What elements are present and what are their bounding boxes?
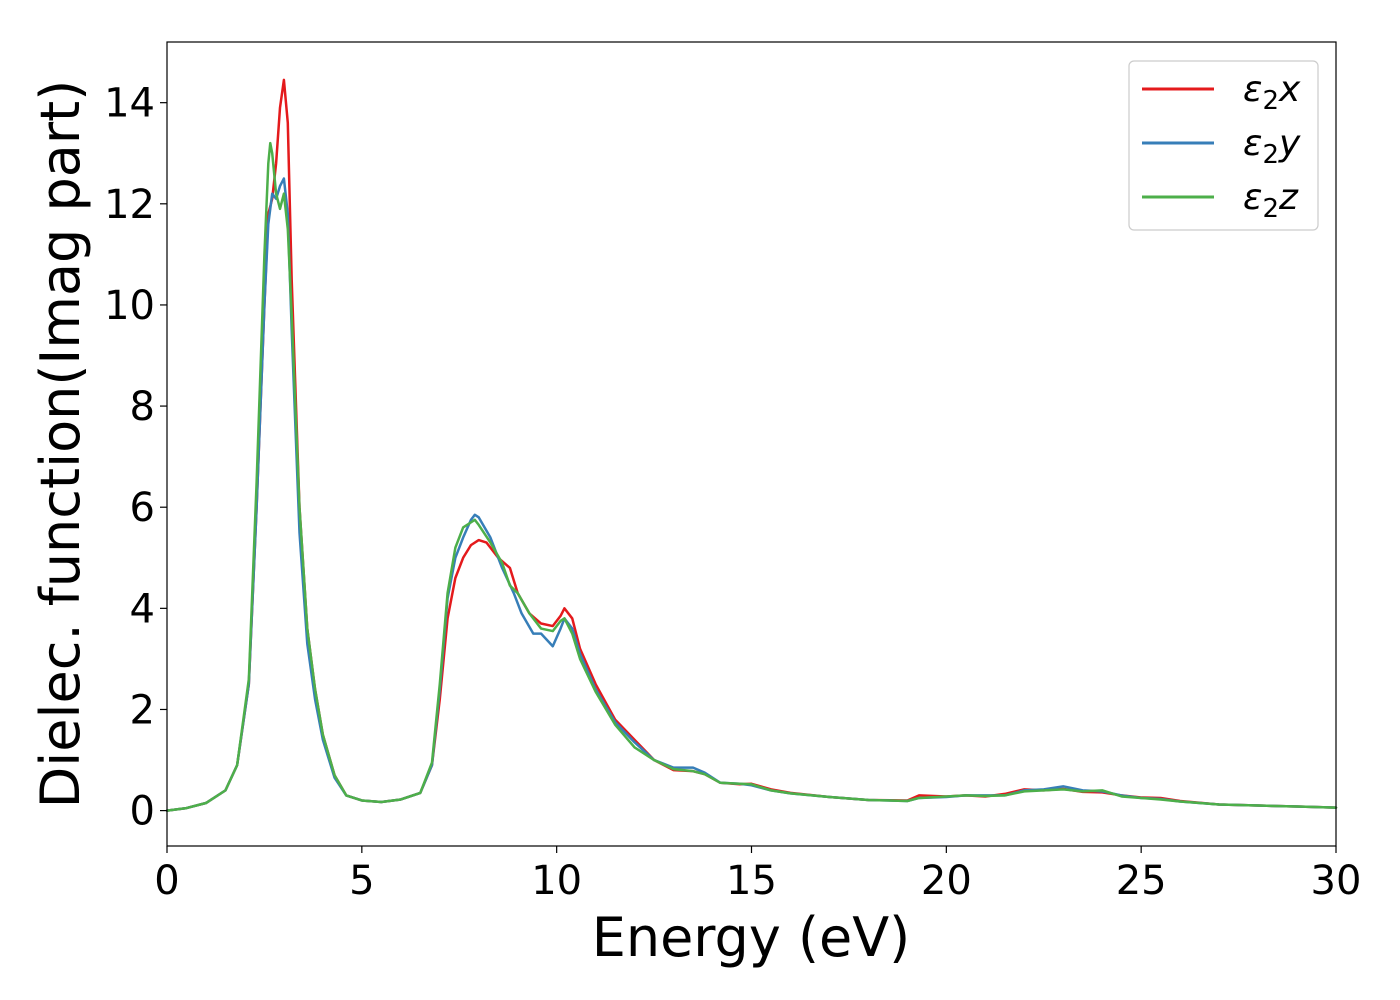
x-tick-label: 30 bbox=[1311, 858, 1362, 904]
legend-box bbox=[1128, 60, 1319, 231]
legend-label-y: ε2y bbox=[1243, 123, 1301, 170]
series-line-y bbox=[165, 177, 1338, 812]
series-line-z bbox=[165, 141, 1338, 812]
y-tick-label: 0 bbox=[130, 789, 155, 835]
y-axis-title: Dielec. function(Imag part) bbox=[29, 80, 92, 809]
y-tick-label: 12 bbox=[104, 182, 155, 228]
y-tick-label: 14 bbox=[104, 81, 155, 127]
x-tick-label: 25 bbox=[1116, 858, 1167, 904]
legend: ε2x ε2y ε2z bbox=[1128, 60, 1319, 231]
x-axis-title: Energy (eV) bbox=[592, 906, 911, 969]
y-tick-label: 4 bbox=[130, 586, 155, 632]
x-tick-label: 0 bbox=[154, 858, 179, 904]
y-tick-label: 2 bbox=[130, 687, 155, 733]
y-tick-label: 6 bbox=[130, 485, 155, 531]
y-axis-ticks: 0 2 4 6 8 10 12 14 bbox=[104, 81, 167, 835]
y-tick-label: 10 bbox=[104, 283, 155, 329]
x-tick-label: 5 bbox=[349, 858, 374, 904]
x-tick-label: 20 bbox=[921, 858, 972, 904]
x-tick-label: 15 bbox=[726, 858, 777, 904]
x-axis-ticks: 0 5 10 15 20 25 30 bbox=[154, 846, 1361, 904]
x-tick-label: 10 bbox=[531, 858, 582, 904]
legend-label-x: ε2x bbox=[1243, 69, 1301, 116]
plot-lines bbox=[165, 78, 1338, 812]
legend-label-z: ε2z bbox=[1243, 177, 1299, 224]
y-tick-label: 8 bbox=[130, 384, 155, 430]
